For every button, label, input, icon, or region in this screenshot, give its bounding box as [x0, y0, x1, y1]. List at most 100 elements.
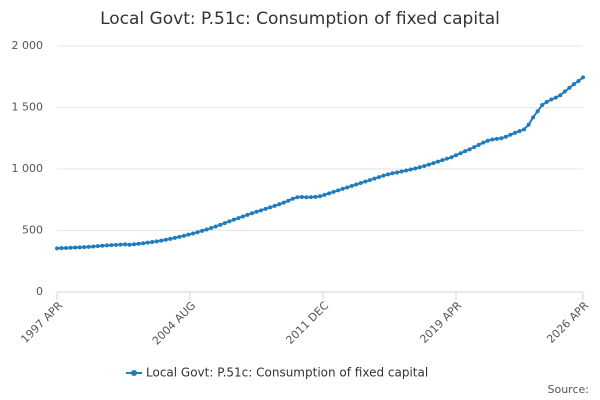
point — [95, 244, 100, 249]
point — [494, 136, 499, 141]
point — [544, 99, 549, 104]
point — [372, 176, 377, 181]
point — [268, 205, 273, 210]
legend-label: Local Govt: P.51c: Consumption of fixed … — [146, 366, 428, 380]
point — [177, 234, 182, 239]
y-tick-label: 1 500 — [12, 101, 44, 114]
point — [141, 241, 146, 246]
point — [209, 226, 214, 231]
point — [295, 195, 300, 200]
point — [558, 93, 563, 98]
x-tick-label: 2019 APR — [417, 299, 464, 346]
point — [200, 228, 205, 233]
point — [490, 137, 495, 142]
point — [313, 194, 318, 199]
point — [408, 167, 413, 172]
point — [218, 222, 223, 227]
point — [222, 221, 227, 226]
point — [159, 238, 164, 243]
point — [91, 244, 96, 249]
point — [463, 149, 468, 154]
point — [272, 203, 277, 208]
point — [68, 245, 73, 250]
series-line — [56, 76, 584, 250]
point — [322, 192, 327, 197]
point — [277, 202, 282, 207]
point — [571, 82, 576, 87]
point — [123, 242, 128, 247]
point — [508, 132, 513, 137]
point — [381, 173, 386, 178]
point — [499, 136, 504, 141]
point — [240, 214, 245, 219]
point — [512, 130, 517, 135]
point — [213, 224, 218, 229]
point — [181, 233, 186, 238]
point — [503, 134, 508, 139]
point — [481, 140, 486, 145]
point — [553, 95, 558, 100]
point — [154, 239, 159, 244]
y-tick-label: 2 000 — [12, 39, 44, 52]
point — [458, 151, 463, 156]
point — [195, 230, 200, 235]
point — [454, 153, 459, 158]
point — [444, 156, 449, 161]
point — [531, 115, 536, 120]
point — [113, 242, 118, 247]
point — [449, 155, 454, 160]
point — [299, 195, 304, 200]
point — [562, 89, 567, 94]
point — [358, 181, 363, 186]
point — [318, 194, 322, 199]
point — [395, 170, 400, 175]
point — [191, 231, 196, 236]
point — [336, 188, 341, 193]
point — [263, 206, 268, 211]
y-tick-label: 0 — [36, 285, 43, 298]
point — [349, 183, 354, 188]
point — [100, 243, 105, 248]
point — [109, 243, 114, 248]
point — [354, 182, 359, 187]
point — [132, 242, 137, 247]
point — [145, 240, 150, 245]
point — [86, 244, 91, 249]
point — [404, 168, 409, 173]
point — [236, 216, 241, 221]
point — [286, 198, 291, 203]
point — [118, 242, 123, 247]
point — [431, 161, 436, 166]
point — [522, 127, 527, 132]
x-tick-label: 2026 APR — [544, 299, 591, 346]
point — [386, 172, 391, 177]
point — [55, 246, 59, 251]
point — [304, 195, 309, 200]
point — [186, 232, 191, 237]
point — [163, 237, 168, 242]
point — [136, 241, 141, 246]
point — [567, 85, 572, 90]
point — [281, 200, 286, 205]
point — [363, 179, 368, 184]
point — [172, 235, 177, 240]
point — [290, 196, 295, 201]
legend-marker — [131, 370, 137, 376]
point — [367, 178, 372, 183]
x-tick-label: 2011 DEC — [283, 299, 331, 347]
point — [259, 208, 264, 213]
y-tick-label: 1 000 — [12, 162, 44, 175]
point — [104, 243, 109, 248]
point — [127, 242, 132, 247]
point — [581, 75, 585, 80]
point — [345, 185, 350, 190]
point — [73, 245, 78, 250]
point — [399, 169, 404, 174]
chart-title: Local Govt: P.51c: Consumption of fixed … — [100, 9, 500, 29]
point — [376, 175, 381, 180]
point — [467, 147, 472, 152]
x-tick-label: 2004 AUG — [150, 299, 199, 348]
point — [168, 236, 173, 241]
point — [417, 165, 422, 170]
